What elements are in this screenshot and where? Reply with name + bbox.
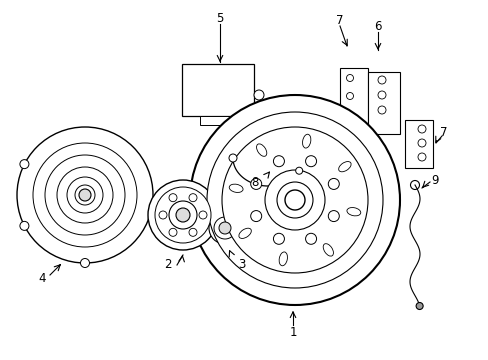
Circle shape [206, 112, 382, 288]
Circle shape [295, 167, 302, 174]
Circle shape [33, 143, 137, 247]
Circle shape [377, 91, 385, 99]
Circle shape [20, 221, 29, 230]
Text: 7: 7 [336, 14, 343, 27]
Circle shape [377, 106, 385, 114]
Circle shape [169, 194, 177, 202]
Circle shape [219, 222, 230, 234]
Ellipse shape [279, 252, 287, 266]
Circle shape [346, 75, 353, 81]
Circle shape [75, 185, 95, 205]
Circle shape [327, 211, 339, 221]
Circle shape [57, 167, 113, 223]
Circle shape [189, 194, 197, 202]
Bar [404, 120, 432, 168]
Circle shape [417, 153, 425, 161]
Circle shape [159, 211, 167, 219]
Circle shape [273, 156, 284, 167]
Circle shape [79, 189, 91, 201]
Circle shape [208, 212, 241, 244]
Ellipse shape [323, 244, 333, 256]
Ellipse shape [346, 208, 360, 216]
Bar [339, 68, 367, 123]
Circle shape [276, 182, 312, 218]
Circle shape [176, 208, 190, 222]
Circle shape [285, 190, 305, 210]
Circle shape [417, 125, 425, 133]
Ellipse shape [256, 144, 266, 156]
Circle shape [17, 127, 153, 263]
Circle shape [346, 93, 353, 99]
Text: 4: 4 [38, 271, 46, 284]
Ellipse shape [338, 162, 350, 172]
Ellipse shape [302, 134, 310, 148]
Circle shape [169, 201, 197, 229]
Text: 1: 1 [289, 325, 296, 338]
Circle shape [20, 159, 29, 168]
Bar [200, 116, 236, 125]
Circle shape [409, 180, 419, 189]
Ellipse shape [239, 228, 251, 238]
Circle shape [377, 76, 385, 84]
Circle shape [273, 233, 284, 244]
Circle shape [189, 228, 197, 236]
Text: 6: 6 [373, 19, 381, 32]
Circle shape [67, 177, 103, 213]
Text: 2: 2 [164, 258, 171, 271]
Circle shape [250, 211, 261, 221]
Circle shape [305, 156, 316, 167]
Circle shape [45, 155, 125, 235]
Text: 3: 3 [238, 258, 245, 271]
Text: 7: 7 [439, 126, 447, 139]
Circle shape [253, 90, 264, 100]
Circle shape [169, 228, 177, 236]
Text: 9: 9 [430, 174, 438, 186]
Circle shape [415, 302, 422, 310]
Ellipse shape [229, 184, 243, 193]
Circle shape [155, 187, 210, 243]
Circle shape [250, 179, 261, 189]
Circle shape [264, 170, 325, 230]
Circle shape [199, 211, 206, 219]
Bar [367, 72, 399, 134]
Circle shape [214, 217, 236, 239]
Circle shape [327, 179, 339, 189]
Circle shape [148, 180, 218, 250]
Circle shape [222, 127, 367, 273]
Circle shape [417, 139, 425, 147]
Text: 5: 5 [216, 12, 223, 24]
Bar [182, 64, 253, 116]
Circle shape [228, 154, 237, 162]
Circle shape [305, 233, 316, 244]
Circle shape [190, 95, 399, 305]
Circle shape [81, 258, 89, 267]
Text: 8: 8 [251, 176, 258, 189]
